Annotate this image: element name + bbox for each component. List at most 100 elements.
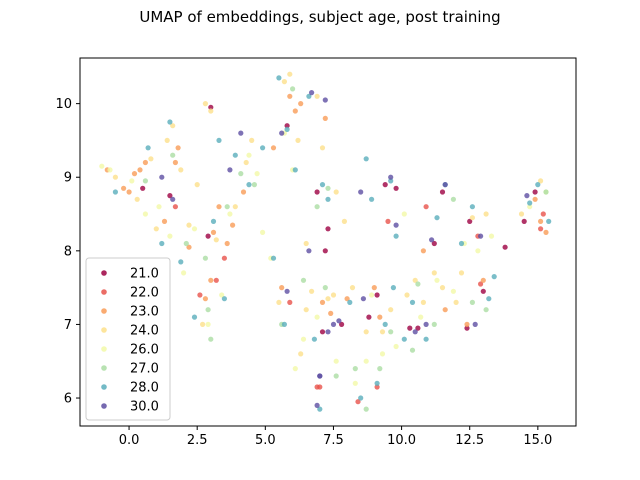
point-23.0-24 — [328, 310, 334, 316]
point-21.0-16 — [431, 240, 437, 247]
point-23.0-19 — [287, 93, 293, 99]
point-22.0-12 — [538, 226, 544, 232]
point-24.0-6 — [178, 167, 184, 173]
point-27.0-21 — [469, 299, 475, 305]
point-28.0-11 — [270, 255, 277, 261]
point-30.0-11 — [325, 329, 331, 335]
point-24.0-9 — [202, 101, 208, 107]
point-21.0-12 — [382, 182, 388, 188]
point-24.0-16 — [281, 79, 287, 85]
point-23.0-1 — [121, 185, 127, 191]
point-23.0-25 — [344, 296, 350, 302]
point-27.0-17 — [388, 329, 394, 335]
point-28.0-37 — [527, 200, 533, 206]
point-30.0-24 — [524, 193, 530, 199]
point-23.0-31 — [480, 277, 486, 283]
plot-frame — [79, 57, 577, 427]
point-24.0-14 — [249, 137, 255, 143]
point-22.0-10 — [423, 204, 429, 210]
point-26.0-26 — [450, 288, 456, 294]
point-28.0-36 — [491, 274, 497, 280]
point-24.0-36 — [453, 299, 459, 305]
point-30.0-0 — [159, 174, 165, 180]
point-30.0-8 — [314, 402, 320, 408]
y-tick-label: 8 — [64, 244, 72, 259]
legend-marker — [101, 289, 107, 295]
point-23.0-4 — [137, 167, 143, 173]
point-22.0-0 — [172, 204, 178, 210]
point-26.0-21 — [379, 351, 386, 357]
legend-box — [85, 257, 171, 421]
legend-item: 24.0 — [101, 324, 159, 339]
point-23.0-22 — [319, 299, 326, 305]
point-28.0-5 — [191, 314, 198, 320]
point-27.0-25 — [325, 185, 331, 191]
point-28.0-1 — [145, 145, 151, 151]
point-26.0-20 — [363, 358, 369, 364]
legend-label: 28.0 — [130, 381, 159, 396]
point-24.0-28 — [363, 329, 369, 335]
legend-marker — [101, 365, 107, 371]
series-30.0 — [159, 90, 530, 408]
point-21.0-9 — [339, 321, 345, 327]
point-23.0-5 — [142, 159, 148, 166]
point-24.0-35 — [439, 285, 446, 291]
point-28.0-14 — [284, 126, 290, 132]
point-28.0-33 — [458, 240, 465, 247]
point-30.0-7 — [309, 90, 315, 96]
x-tick-label: 12.5 — [455, 433, 484, 448]
point-21.0-20 — [502, 244, 508, 250]
point-27.0-15 — [363, 406, 369, 412]
point-28.0-30 — [423, 336, 429, 342]
point-27.0-9 — [290, 86, 296, 92]
point-24.0-26 — [333, 189, 339, 195]
point-30.0-2 — [227, 167, 233, 173]
point-28.0-17 — [319, 182, 326, 188]
point-24.0-33 — [420, 299, 426, 305]
point-26.0-0 — [99, 163, 105, 169]
point-27.0-5 — [224, 204, 230, 210]
point-28.0-22 — [363, 156, 369, 162]
x-tick-label: 5.0 — [255, 433, 276, 448]
point-24.0-31 — [404, 292, 410, 298]
point-26.0-23 — [401, 211, 407, 217]
point-26.0-16 — [300, 336, 307, 342]
point-23.0-3 — [131, 171, 138, 177]
point-23.0-7 — [172, 159, 178, 166]
point-30.0-15 — [358, 189, 364, 195]
point-24.0-29 — [379, 329, 386, 335]
point-26.0-15 — [292, 366, 298, 372]
point-22.0-9 — [385, 218, 391, 224]
point-23.0-26 — [371, 285, 377, 291]
point-24.0-19 — [298, 351, 304, 357]
legend-marker — [101, 270, 107, 276]
point-23.0-11 — [208, 277, 214, 283]
point-22.0-7 — [355, 399, 361, 405]
point-21.0-14 — [407, 325, 413, 331]
point-21.0-5 — [314, 189, 320, 195]
point-21.0-22 — [532, 189, 538, 195]
point-22.0-11 — [478, 281, 484, 287]
point-26.0-7 — [191, 226, 198, 232]
point-21.0-21 — [521, 218, 527, 224]
point-28.0-13 — [281, 321, 287, 327]
point-30.0-3 — [238, 130, 244, 136]
point-21.0-18 — [467, 218, 473, 224]
point-27.0-0 — [142, 178, 148, 184]
legend-item: 22.0 — [101, 286, 159, 301]
point-30.0-19 — [423, 321, 429, 327]
series-27.0 — [142, 86, 549, 412]
point-24.0-21 — [309, 288, 315, 294]
point-28.0-9 — [246, 182, 252, 188]
point-24.0-2 — [148, 156, 154, 162]
legend-item: 27.0 — [101, 362, 159, 377]
point-24.0-27 — [349, 285, 356, 291]
point-21.0-23 — [464, 325, 470, 331]
legend-item: 30.0 — [101, 400, 159, 415]
point-28.0-10 — [260, 145, 266, 151]
point-27.0-4 — [208, 336, 214, 342]
point-28.0-27 — [393, 233, 399, 239]
point-24.0-1 — [134, 196, 140, 202]
point-30.0-21 — [442, 182, 448, 188]
point-27.0-12 — [322, 285, 328, 291]
